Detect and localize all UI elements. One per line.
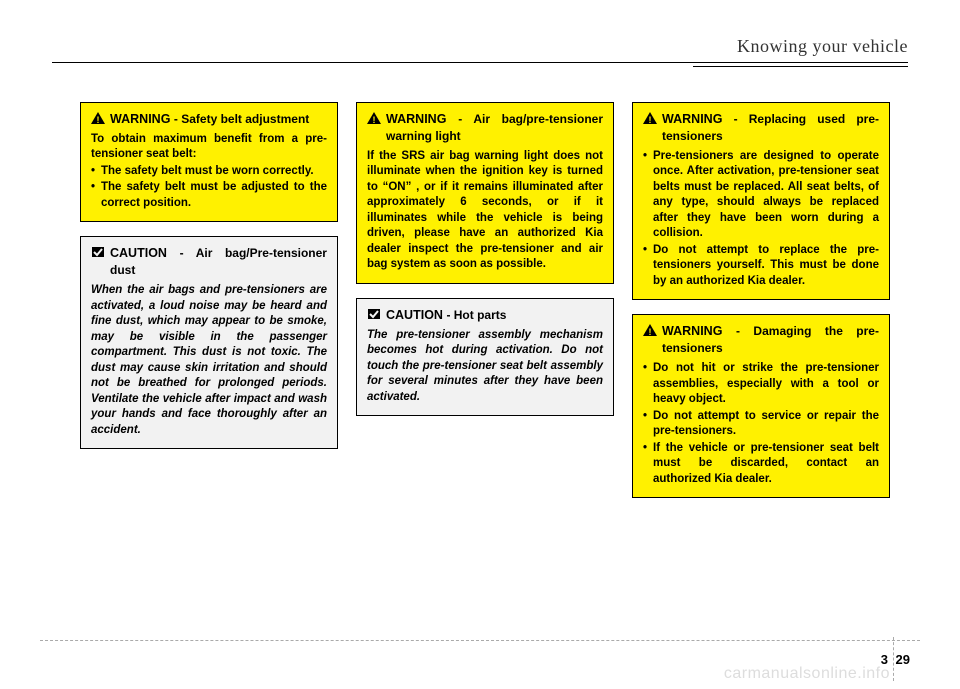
- list-item: Pre-tensioners are designed to operate o…: [643, 149, 879, 242]
- box-label: WARNING: [662, 324, 722, 338]
- list-item: Do not attempt to replace the pre-tensio…: [643, 243, 879, 290]
- box-body: If the SRS air bag warning light does no…: [367, 149, 603, 273]
- box-title: ! WARNING - Replacing used pre-tensioner…: [643, 111, 879, 145]
- header-rule: [52, 62, 908, 63]
- box-bullets: Pre-tensioners are designed to operate o…: [643, 149, 879, 290]
- content-columns: ! WARNING - Safety belt adjustment To ob…: [80, 102, 890, 498]
- svg-text:!: !: [649, 115, 652, 124]
- column-1: ! WARNING - Safety belt adjustment To ob…: [80, 102, 338, 498]
- box-subtitle: - Hot parts: [446, 308, 506, 322]
- svg-text:!: !: [649, 327, 652, 336]
- box-subtitle: - Safety belt adjustment: [174, 112, 309, 126]
- list-item: The safety belt must be adjusted to the …: [91, 180, 327, 211]
- watermark: carmanualsonline.info: [724, 665, 890, 683]
- svg-text:!: !: [373, 115, 376, 124]
- warning-box-damaging: ! WARNING - Damaging the pre-tensioners …: [632, 314, 890, 498]
- footer-dashed-vertical: [893, 637, 894, 681]
- list-item: Do not attempt to service or repair the …: [643, 409, 879, 440]
- caution-box-dust: CAUTION - Air bag/Pre-tensioner dust Whe…: [80, 236, 338, 449]
- column-2: ! WARNING - Air bag/pre-tensioner warnin…: [356, 102, 614, 498]
- warning-box-replacing: ! WARNING - Replacing used pre-tensioner…: [632, 102, 890, 300]
- box-bullets: Do not hit or strike the pre-tensioner a…: [643, 361, 879, 487]
- caution-icon: [91, 246, 105, 258]
- box-label: WARNING: [662, 112, 722, 126]
- box-title: ! WARNING - Safety belt adjustment: [91, 111, 327, 128]
- box-label: WARNING: [386, 112, 446, 126]
- warning-icon: !: [643, 324, 657, 336]
- list-item: Do not hit or strike the pre-tensioner a…: [643, 361, 879, 408]
- box-label: WARNING: [110, 112, 170, 126]
- page-header-title: Knowing your vehicle: [737, 36, 908, 57]
- box-lead: To obtain maximum benefit from a pre-ten…: [91, 132, 327, 163]
- box-title: CAUTION - Air bag/Pre-tensioner dust: [91, 245, 327, 279]
- page-number: 29: [896, 652, 910, 667]
- warning-box-safety-belt: ! WARNING - Safety belt adjustment To ob…: [80, 102, 338, 222]
- box-bullets: The safety belt must be worn correctly. …: [91, 164, 327, 212]
- caution-box-hot-parts: CAUTION - Hot parts The pre-tensioner as…: [356, 298, 614, 416]
- box-label: CAUTION: [386, 308, 443, 322]
- warning-icon: !: [643, 112, 657, 124]
- svg-text:!: !: [97, 115, 100, 124]
- warning-icon: !: [367, 112, 381, 124]
- caution-icon: [367, 308, 381, 320]
- box-title: ! WARNING - Air bag/pre-tensioner warnin…: [367, 111, 603, 145]
- box-title: ! WARNING - Damaging the pre-tensioners: [643, 323, 879, 357]
- footer-dashed-horizontal: [40, 640, 920, 641]
- column-3: ! WARNING - Replacing used pre-tensioner…: [632, 102, 890, 498]
- box-body: When the air bags and pre-tensioners are…: [91, 283, 327, 438]
- box-body: The pre-tensioner assembly mechanism bec…: [367, 328, 603, 406]
- list-item: If the vehicle or pre-tensioner seat bel…: [643, 441, 879, 488]
- warning-icon: !: [91, 112, 105, 124]
- box-label: CAUTION: [110, 246, 167, 260]
- box-title: CAUTION - Hot parts: [367, 307, 603, 324]
- list-item: The safety belt must be worn correctly.: [91, 164, 327, 180]
- warning-box-warning-light: ! WARNING - Air bag/pre-tensioner warnin…: [356, 102, 614, 284]
